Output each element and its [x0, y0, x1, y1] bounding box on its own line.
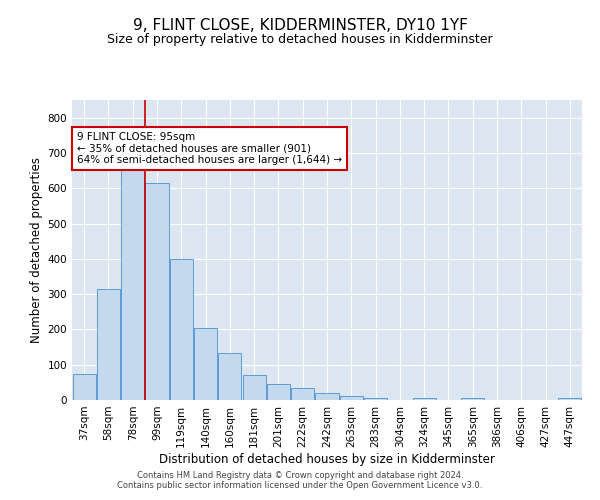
Bar: [413, 398, 436, 400]
Text: Contains HM Land Registry data © Crown copyright and database right 2024.
Contai: Contains HM Land Registry data © Crown c…: [118, 470, 482, 490]
Bar: [170, 259, 193, 400]
Bar: [267, 384, 290, 400]
Bar: [364, 398, 387, 400]
Bar: [559, 398, 581, 400]
Bar: [121, 166, 144, 400]
Text: 9 FLINT CLOSE: 95sqm
← 35% of detached houses are smaller (901)
64% of semi-deta: 9 FLINT CLOSE: 95sqm ← 35% of detached h…: [77, 132, 342, 165]
Bar: [97, 289, 120, 400]
Bar: [145, 183, 169, 400]
Bar: [340, 396, 363, 400]
Bar: [218, 353, 241, 400]
Bar: [73, 374, 95, 400]
Text: 9, FLINT CLOSE, KIDDERMINSTER, DY10 1YF: 9, FLINT CLOSE, KIDDERMINSTER, DY10 1YF: [133, 18, 467, 32]
Bar: [316, 393, 338, 400]
Bar: [242, 376, 266, 400]
X-axis label: Distribution of detached houses by size in Kidderminster: Distribution of detached houses by size …: [159, 452, 495, 466]
Bar: [194, 328, 217, 400]
Y-axis label: Number of detached properties: Number of detached properties: [31, 157, 43, 343]
Bar: [461, 398, 484, 400]
Text: Size of property relative to detached houses in Kidderminster: Size of property relative to detached ho…: [107, 32, 493, 46]
Bar: [291, 388, 314, 400]
